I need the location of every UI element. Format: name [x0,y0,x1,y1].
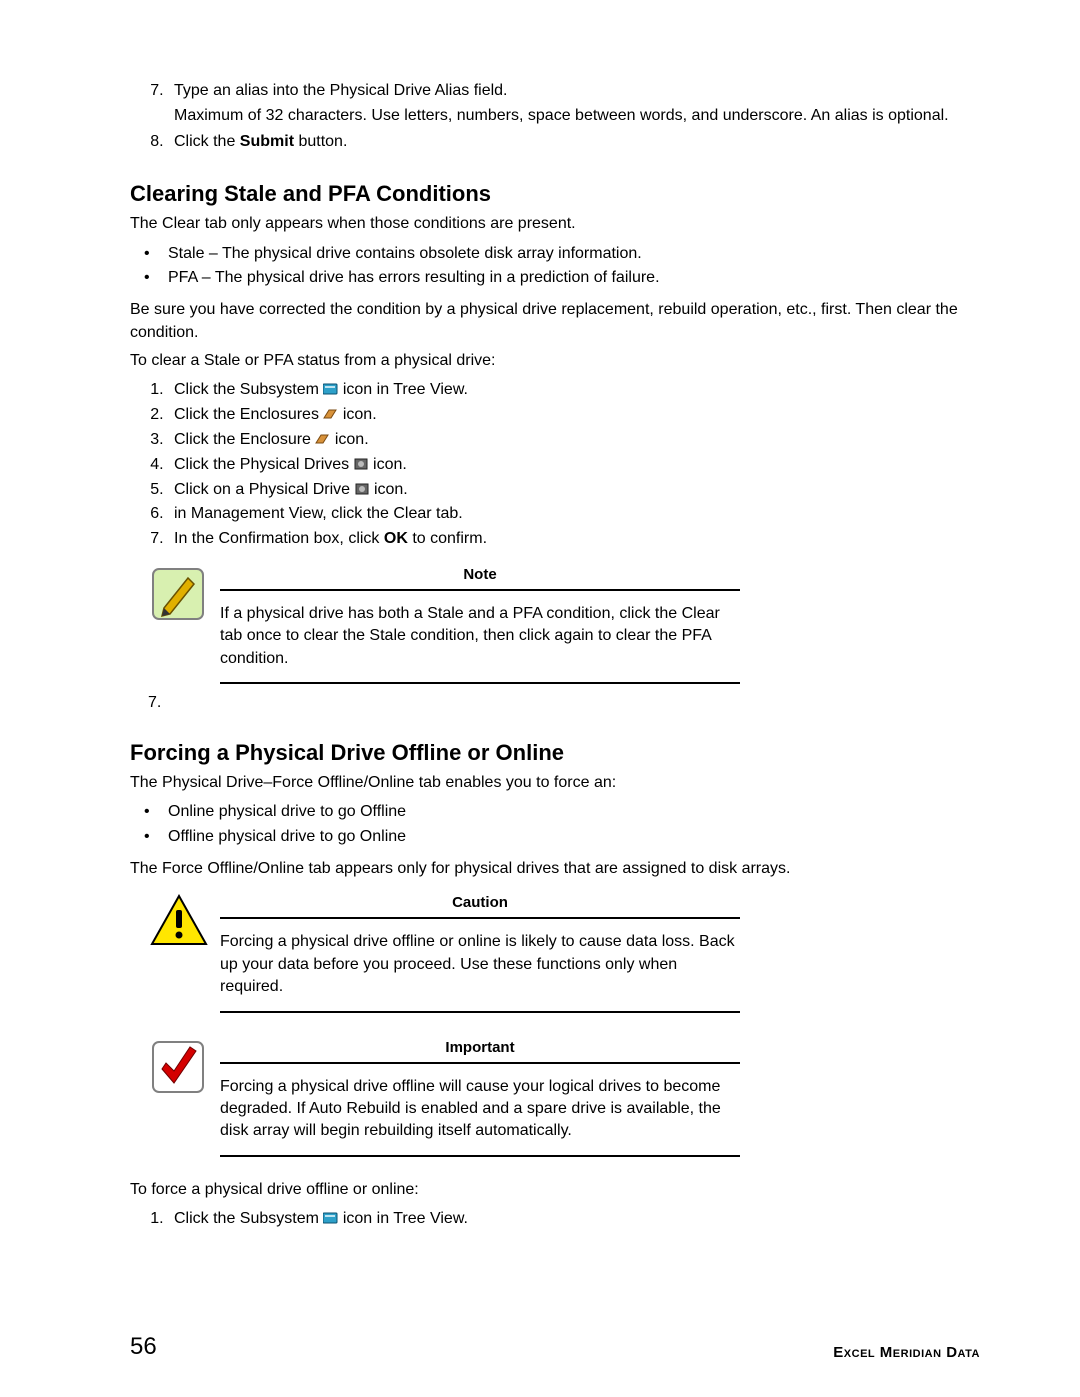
section2-bullets: Online physical drive to go Offline Offl… [130,800,980,850]
note-title: Note [220,566,740,583]
bullet: Offline physical drive to go Online [168,825,980,850]
rule [220,917,740,919]
rule [220,682,740,684]
important-msg: Forcing a physical drive offline will ca… [220,1076,740,1143]
section1-intro: The Clear tab only appears when those co… [130,213,980,235]
intro-step-list: Type an alias into the Physical Drive Al… [130,80,980,153]
footer-brand: Excel Meridian Data [833,1344,980,1361]
bullet: Stale – The physical drive contains obso… [168,242,980,267]
rule [220,1011,740,1013]
page-footer: 56 Excel Meridian Data [130,1333,980,1361]
intro-step-7: Type an alias into the Physical Drive Al… [168,80,980,128]
caution-msg: Forcing a physical drive offline or onli… [220,931,740,998]
page-number: 56 [130,1333,157,1361]
note-icon [150,566,206,622]
important-callout: Important Forcing a physical drive offli… [150,1039,980,1157]
step-text-bold: Submit [240,133,294,150]
section2-intro: The Physical Drive–Force Offline/Online … [130,772,980,794]
section2-heading: Forcing a Physical Drive Offline or Onli… [130,740,980,766]
section2-steps: Click the Subsystem icon in Tree View. [130,1207,980,1232]
rule [220,1155,740,1157]
important-icon [150,1039,206,1095]
subsystem-icon [323,382,338,396]
step-subtext: Maximum of 32 characters. Use letters, n… [174,105,980,127]
section1-bullets: Stale – The physical drive contains obso… [130,242,980,292]
step: Click the Subsystem icon in Tree View. [168,1207,980,1232]
section2-p2: To force a physical drive offline or onl… [130,1179,980,1201]
section1-p2: To clear a Stale or PFA status from a ph… [130,350,980,372]
bullet: PFA – The physical drive has errors resu… [168,266,980,291]
note-msg: If a physical drive has both a Stale and… [220,603,740,670]
step: Click the Enclosure icon. [168,428,980,453]
note-callout: Note If a physical drive has both a Stal… [150,566,980,684]
caution-callout: Caution Forcing a physical drive offline… [150,894,980,1012]
step: Click on a Physical Drive icon. [168,478,980,503]
step: Click the Subsystem icon in Tree View. [168,378,980,403]
step: Click the Physical Drives icon. [168,453,980,478]
step: In the Confirmation box, click OK to con… [168,527,980,552]
step-text: Type an alias into the Physical Drive Al… [174,82,508,99]
bullet: Online physical drive to go Offline [168,800,980,825]
section1-heading: Clearing Stale and PFA Conditions [130,181,980,207]
drives-icon [354,457,369,471]
document-page: Type an alias into the Physical Drive Al… [0,0,1080,1397]
step-text-part0: Click the [174,133,240,150]
step: in Management View, click the Clear tab. [168,502,980,527]
step-text-part2: button. [294,133,347,150]
trailing-number: 7. [148,694,980,712]
enclosure-icon [315,432,330,446]
important-title: Important [220,1039,740,1056]
section1-p1: Be sure you have corrected the condition… [130,299,980,344]
caution-title: Caution [220,894,740,911]
intro-step-8: Click the Submit button. [168,131,980,153]
section2-p1: The Force Offline/Online tab appears onl… [130,858,980,880]
step: Click the Enclosures icon. [168,403,980,428]
rule [220,589,740,591]
rule [220,1062,740,1064]
section1-steps: Click the Subsystem icon in Tree View. C… [130,378,980,552]
enclosures-icon [323,407,338,421]
drive-icon [355,482,370,496]
caution-icon [150,894,208,946]
subsystem-icon [323,1211,338,1225]
